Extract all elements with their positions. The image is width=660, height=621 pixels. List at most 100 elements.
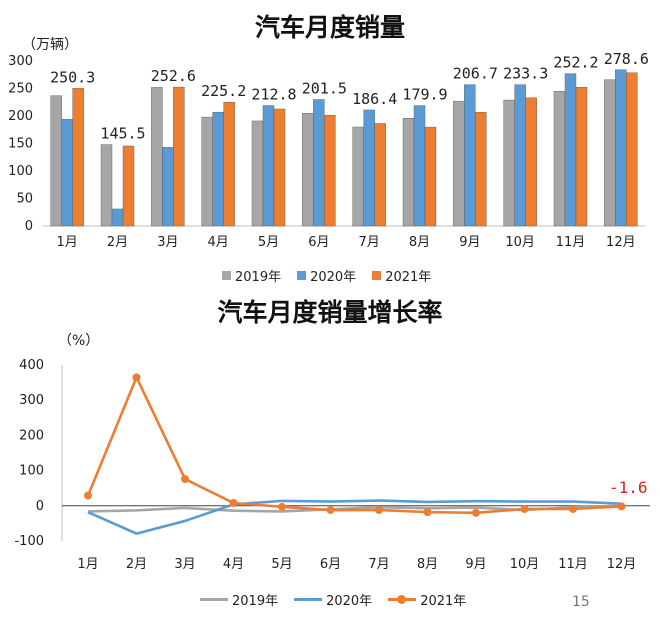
line-y-tick-200: 200 xyxy=(19,428,44,443)
line-y-tick-300: 300 xyxy=(19,393,44,408)
bar-data-label-5月: 212.8 xyxy=(251,86,296,104)
line-x-tick-8月: 8月 xyxy=(417,557,438,572)
bar-2019年-9月 xyxy=(453,100,465,227)
legend-swatch-2020 xyxy=(297,271,307,280)
bar-x-tick-7月: 7月 xyxy=(359,235,380,250)
legend-item-2019: 2019年 xyxy=(222,266,281,285)
last-growth-label: -1.6 xyxy=(609,478,648,497)
bar-x-tick-4月: 4月 xyxy=(208,235,229,250)
bar-x-tick-6月: 6月 xyxy=(308,235,329,250)
line-y-tick-100: 100 xyxy=(19,464,44,479)
legend-item-2021: 2021年 xyxy=(372,266,431,285)
bar-data-label-3月: 252.6 xyxy=(151,67,196,85)
page-number: 15 xyxy=(572,594,590,610)
line-point-2021年-5月 xyxy=(278,502,286,511)
line-x-tick-1月: 1月 xyxy=(77,557,98,572)
bar-2021年-9月 xyxy=(475,112,487,227)
line-legend-swatch-2020 xyxy=(294,598,323,601)
line-legend-label-2021: 2021年 xyxy=(420,594,467,609)
bar-2021年-3月 xyxy=(173,86,185,227)
bar-2020年-1月 xyxy=(61,119,73,227)
bar-2020年-4月 xyxy=(212,111,224,227)
bar-x-tick-9月: 9月 xyxy=(459,235,480,250)
legend-label-2020: 2020年 xyxy=(310,270,357,285)
bar-2021年-4月 xyxy=(223,101,235,227)
bar-2019年-2月 xyxy=(100,144,113,227)
bar-2020年-3月 xyxy=(162,147,174,227)
line-point-2021年-3月 xyxy=(181,475,189,484)
line-point-2021年-9月 xyxy=(472,508,480,517)
bar-y-tick-250: 250 xyxy=(8,82,33,97)
line-x-tick-10月: 10月 xyxy=(510,557,540,572)
bar-2019年-10月 xyxy=(503,99,515,227)
line-point-2021年-11月 xyxy=(569,504,577,513)
line-legend-item-2020: 2020年 xyxy=(294,590,372,609)
bar-y-tick-200: 200 xyxy=(8,109,33,124)
bar-data-label-6月: 201.5 xyxy=(302,80,347,98)
bar-2020年-5月 xyxy=(262,105,275,227)
bar-x-tick-12月: 12月 xyxy=(606,235,636,250)
line-x-tick-5月: 5月 xyxy=(271,557,292,572)
bar-2021年-8月 xyxy=(424,126,437,227)
bar-2021年-5月 xyxy=(273,108,286,227)
line-x-tick-6月: 6月 xyxy=(320,557,341,572)
bar-2019年-7月 xyxy=(352,126,364,227)
bar-y-tick-300: 300 xyxy=(8,54,33,69)
line-point-2021年-2月 xyxy=(132,373,141,382)
bar-2020年-12月 xyxy=(615,69,627,227)
bar-x-tick-3月: 3月 xyxy=(157,235,178,250)
line-x-tick-9月: 9月 xyxy=(465,557,486,572)
line-x-tick-3月: 3月 xyxy=(174,557,195,572)
bar-2021年-6月 xyxy=(324,114,336,227)
line-x-tick-7月: 7月 xyxy=(368,557,389,572)
bar-2021年-12月 xyxy=(626,72,638,227)
line-series-2021年 xyxy=(86,376,622,515)
line-legend-item-2021: 2021年 xyxy=(388,590,466,609)
bar-data-label-8月: 179.9 xyxy=(402,86,447,104)
line-legend-swatch-2019 xyxy=(200,598,228,601)
bar-2020年-11月 xyxy=(564,73,577,227)
line-chart-y-unit: （%） xyxy=(58,333,100,349)
bar-2019年-8月 xyxy=(402,117,415,227)
line-y-tick--100: -100 xyxy=(14,534,44,549)
bar-2021年-1月 xyxy=(72,88,84,227)
line-point-2021年-6月 xyxy=(326,506,335,515)
line-legend-label-2020: 2020年 xyxy=(326,594,373,609)
line-chart-legend: 2019年 2020年 2021年 xyxy=(200,590,466,609)
bar-y-tick-50: 50 xyxy=(16,192,33,207)
line-series-2020年 xyxy=(87,499,622,535)
bar-2021年-2月 xyxy=(122,145,135,227)
bar-2020年-8月 xyxy=(413,105,426,227)
bar-data-label-2月: 145.5 xyxy=(100,125,145,143)
bar-chart-y-unit: （万辆） xyxy=(22,37,78,53)
bar-x-tick-2月: 2月 xyxy=(107,235,128,250)
legend-label-2019: 2019年 xyxy=(235,270,282,285)
bar-data-label-4月: 225.2 xyxy=(201,82,246,100)
bar-2019年-6月 xyxy=(302,113,314,227)
line-chart-title: 汽车月度销量增长率 xyxy=(217,298,443,327)
line-y-tick-0: 0 xyxy=(36,499,44,514)
line-legend-item-2019: 2019年 xyxy=(200,590,278,609)
line-y-tick-400: 400 xyxy=(19,358,44,373)
bar-2021年-7月 xyxy=(374,123,386,227)
bar-data-label-7月: 186.4 xyxy=(352,90,397,108)
bar-y-tick-0: 0 xyxy=(25,219,33,234)
bar-2021年-11月 xyxy=(575,87,588,227)
bar-chart-title: 汽车月度销量 xyxy=(254,13,405,42)
bar-2020年-6月 xyxy=(313,99,325,227)
bar-data-label-1月: 250.3 xyxy=(50,68,95,86)
bar-2019年-12月 xyxy=(604,79,616,227)
line-x-tick-2月: 2月 xyxy=(126,557,147,572)
bar-data-label-9月: 206.7 xyxy=(453,65,498,83)
line-x-tick-11月: 11月 xyxy=(558,557,588,572)
legend-swatch-2019 xyxy=(222,271,231,280)
line-legend-label-2019: 2019年 xyxy=(232,594,279,609)
bar-x-tick-5月: 5月 xyxy=(258,235,279,250)
line-point-2021年-1月 xyxy=(84,491,92,500)
line-point-2021年-12月 xyxy=(617,502,626,511)
bar-x-tick-1月: 1月 xyxy=(57,235,78,250)
bar-2020年-10月 xyxy=(514,84,526,227)
bar-2019年-11月 xyxy=(553,91,566,227)
bar-data-label-11月: 252.2 xyxy=(553,54,598,72)
